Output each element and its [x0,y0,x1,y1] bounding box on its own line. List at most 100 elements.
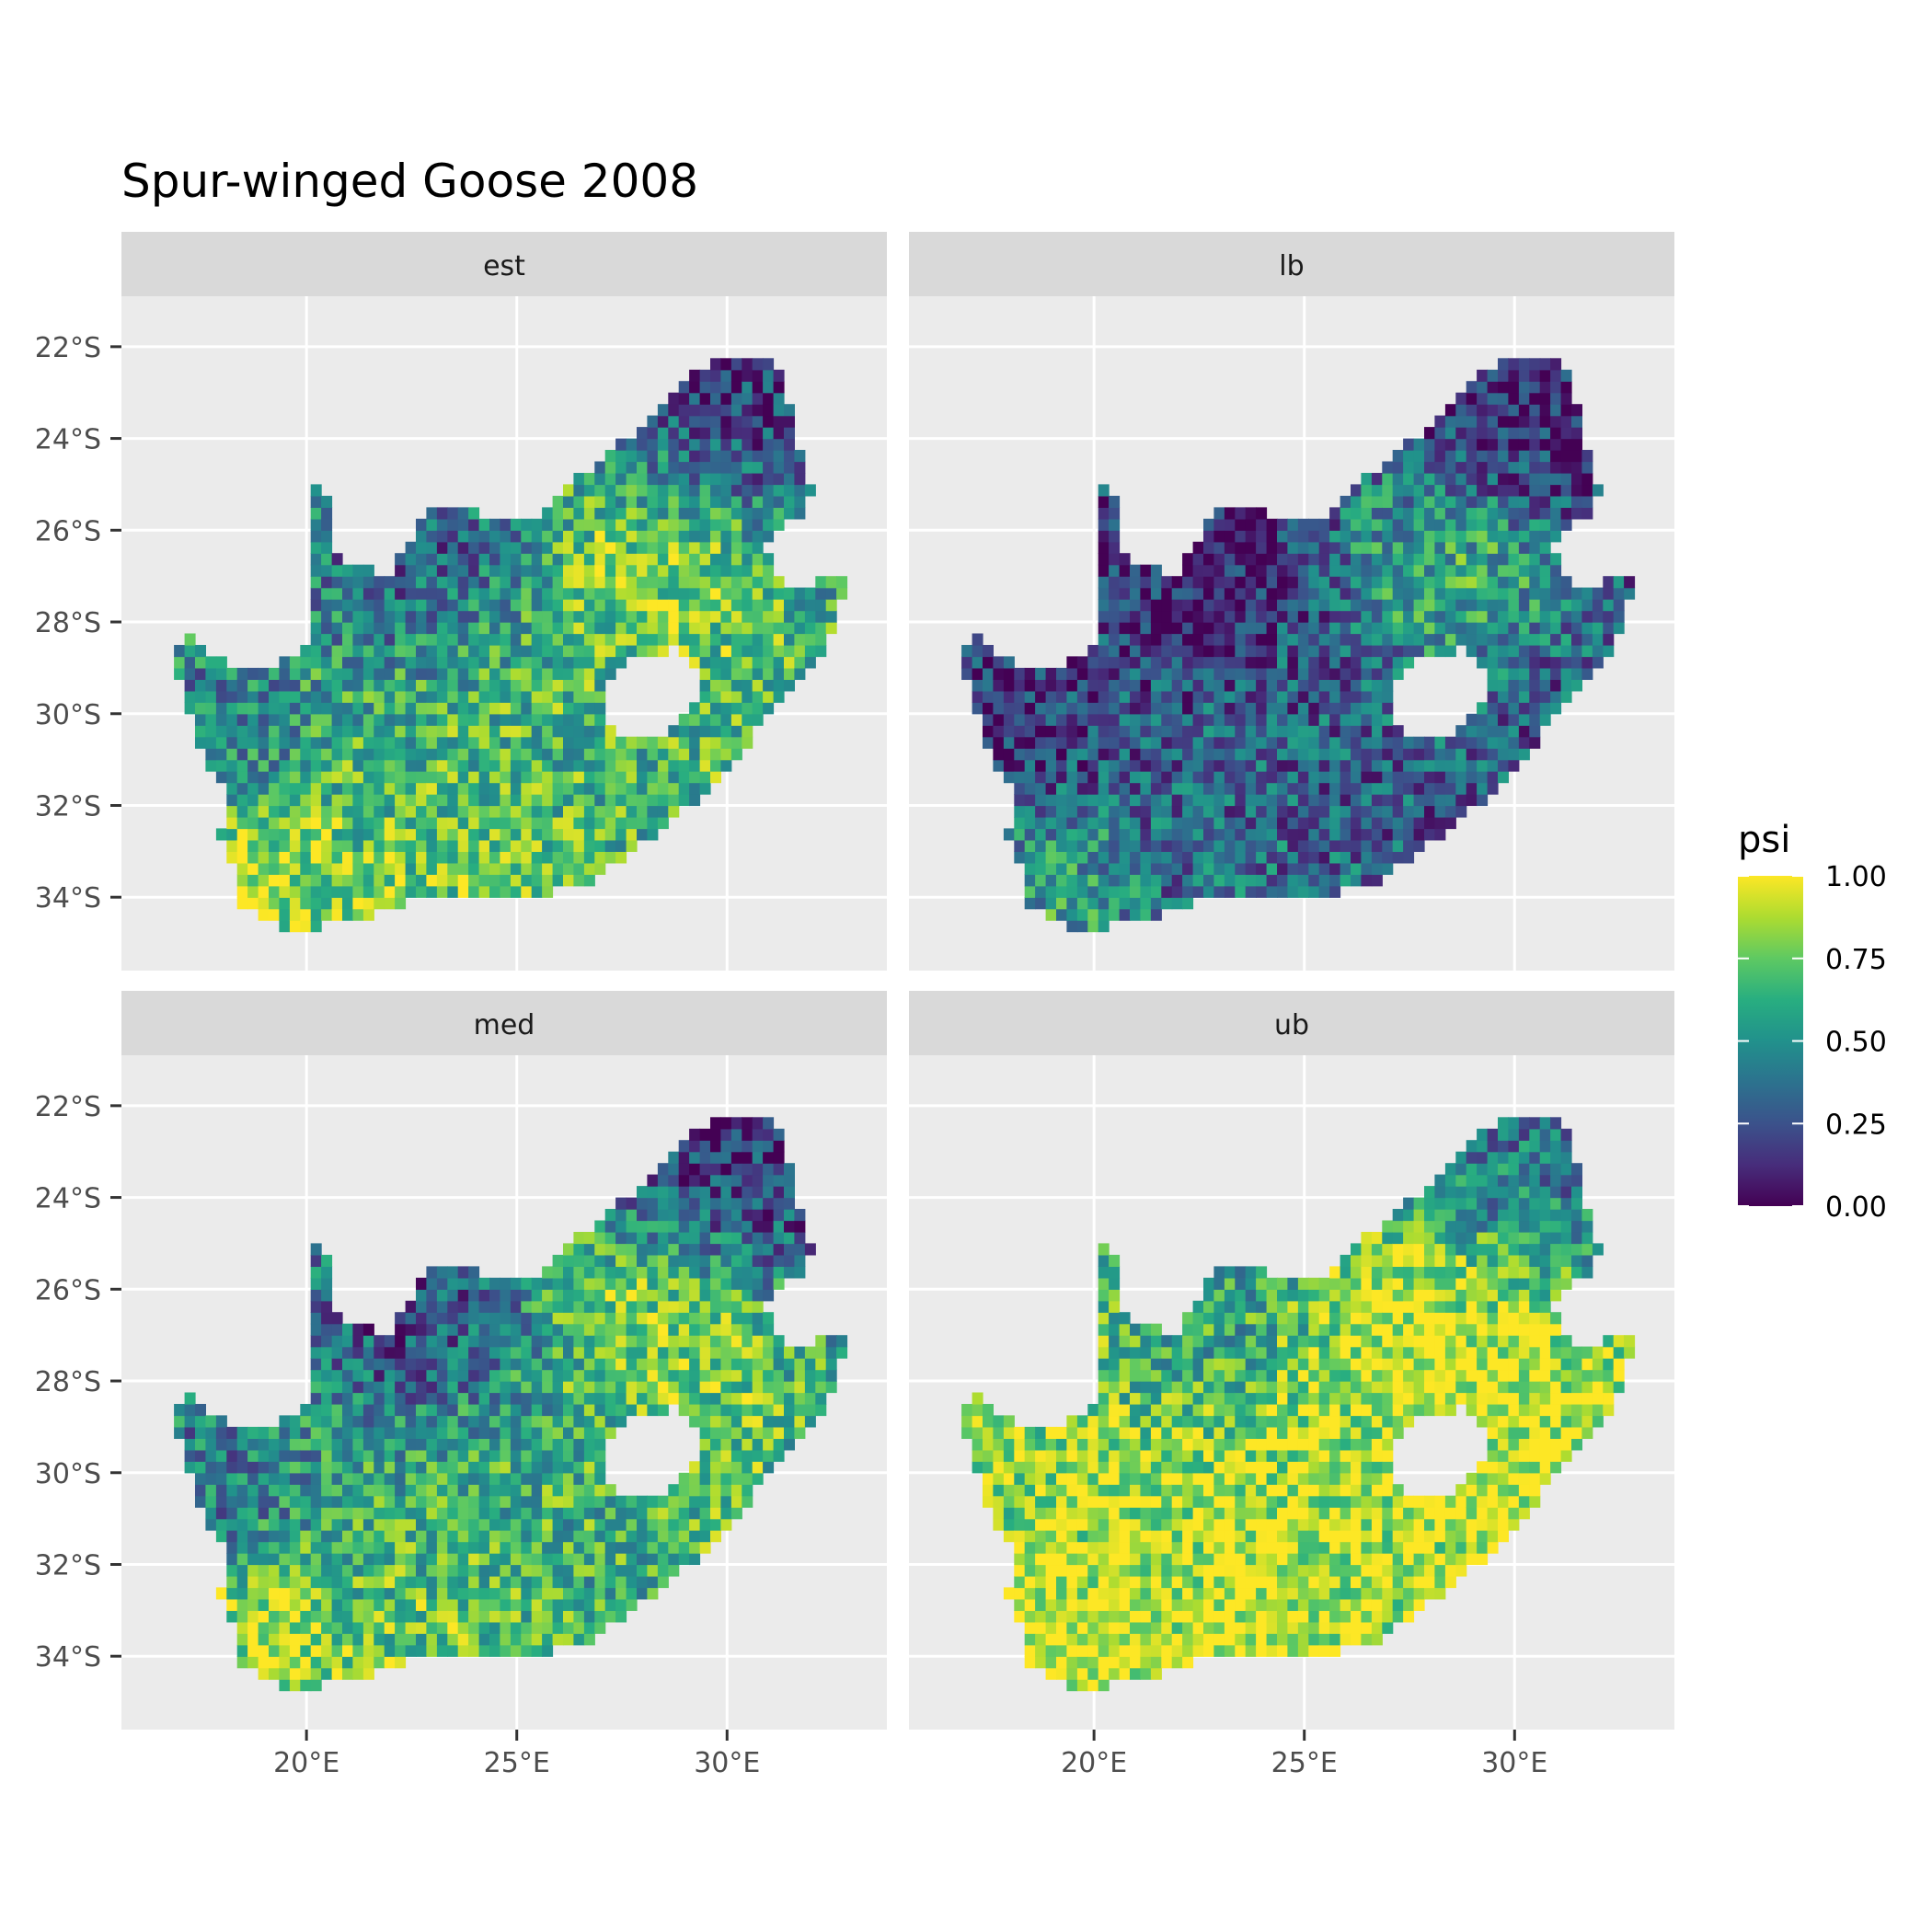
raster-cell [279,1633,291,1646]
raster-cell [300,1530,312,1543]
raster-cell [583,610,595,623]
raster-cell [1003,667,1015,680]
raster-cell [594,748,606,761]
raster-cell [310,1243,322,1256]
raster-cell [689,530,701,543]
raster-cell [1024,759,1036,772]
raster-cell [1508,690,1520,703]
raster-cell [1466,473,1478,486]
raster-cell [604,782,616,795]
raster-cell [657,1576,669,1589]
raster-cell [647,1541,659,1554]
raster-cell [342,645,353,658]
raster-cell [1224,576,1236,589]
raster-cell [1413,599,1425,612]
raster-cell [531,690,543,703]
raster-cell [647,484,659,497]
raster-cell [362,564,374,577]
raster-cell [763,633,775,646]
raster-cell [825,587,837,600]
raster-cell [594,828,606,841]
raster-cell [542,599,554,612]
raster-cell [342,576,353,589]
raster-cell [1245,805,1257,818]
raster-cell [1424,622,1435,635]
raster-cell [699,1289,711,1302]
raster-cell [416,1312,427,1325]
raster-cell [362,1472,374,1485]
raster-cell [1351,690,1362,703]
raster-cell [1318,587,1330,600]
raster-cell [447,1426,459,1439]
raster-cell [374,656,385,669]
raster-cell [637,1495,648,1508]
raster-cell [1424,794,1435,807]
raster-cell [500,817,512,830]
raster-cell [689,1461,701,1474]
raster-cell [710,633,721,646]
raster-cell [510,1381,522,1394]
raster-cell [247,1633,259,1646]
raster-cell [531,610,543,623]
raster-cell [1035,851,1047,864]
raster-cell [310,839,322,852]
raster-cell [416,1507,427,1520]
raster-cell [1340,530,1351,543]
raster-cell [763,438,775,451]
raster-cell [1382,759,1394,772]
raster-cell [416,1644,427,1657]
raster-cell [384,1461,396,1474]
raster-cell [468,759,480,772]
raster-cell [699,450,711,463]
raster-cell [594,1335,606,1348]
raster-cell [321,1426,333,1439]
raster-cell [1182,897,1194,910]
raster-cell [1444,530,1456,543]
raster-cell [331,1438,343,1451]
raster-cell [1487,622,1499,635]
raster-cell [1477,587,1489,600]
raster-cell [1224,690,1236,703]
raster-cell [1539,518,1551,531]
raster-cell [352,1610,364,1623]
raster-cell [1351,599,1362,612]
raster-cell [468,530,480,543]
raster-cell [416,1369,427,1382]
raster-cell [657,1346,669,1359]
raster-cell [468,1335,480,1348]
raster-cell [1477,564,1489,577]
raster-cell [552,1553,564,1566]
raster-cell [405,1576,417,1589]
raster-cell [321,1300,333,1313]
raster-cell [1076,874,1088,887]
raster-cell [236,817,248,830]
raster-cell [395,1381,407,1394]
raster-cell [1182,667,1194,680]
raster-cell [1130,759,1141,772]
raster-cell [352,794,364,807]
raster-cell [521,518,533,531]
raster-cell [647,1564,659,1577]
raster-cell [647,782,659,795]
raster-cell [321,530,333,543]
raster-cell [478,1553,490,1566]
raster-cell [689,782,701,795]
raster-cell [699,1392,711,1405]
raster-cell [668,610,680,623]
raster-cell [352,667,364,680]
raster-cell [594,1392,606,1405]
raster-cell [552,530,564,543]
raster-cell [321,1576,333,1589]
raster-cell [310,484,322,497]
raster-cell [678,1553,690,1566]
raster-cell [1308,610,1320,623]
raster-cell [362,1461,374,1474]
raster-cell [1256,736,1268,749]
raster-cell [552,1266,564,1279]
raster-cell [384,1644,396,1657]
raster-cell [773,633,785,646]
raster-cell [720,461,732,474]
raster-cell [647,794,659,807]
raster-cell [730,553,742,566]
raster-cell [1224,541,1236,554]
